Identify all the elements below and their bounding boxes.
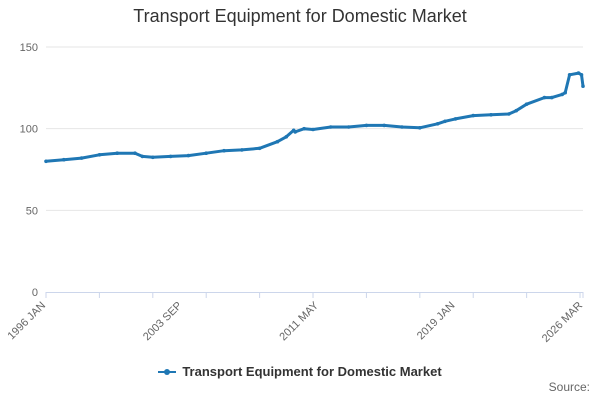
data-point <box>563 90 567 95</box>
data-point <box>275 139 280 144</box>
data-point <box>204 151 208 155</box>
y-tick-label: 50 <box>26 205 38 217</box>
data-point <box>435 122 440 126</box>
y-axis-ticks: 0 50 100 150 <box>20 42 38 299</box>
data-point <box>514 108 518 113</box>
data-point <box>567 73 572 77</box>
data-point <box>97 153 102 157</box>
data-point <box>443 119 447 124</box>
series-layer <box>44 71 585 164</box>
data-point <box>62 157 66 162</box>
data-point <box>579 73 584 77</box>
data-point <box>140 154 145 159</box>
legend-marker-icon <box>158 368 177 375</box>
x-tick-label: 2003 SEP <box>141 300 185 344</box>
legend[interactable]: Transport Equipment for Domestic Market <box>0 364 600 379</box>
data-point <box>581 84 585 88</box>
data-point <box>542 95 547 100</box>
data-point <box>151 155 155 160</box>
y-tick-label: 100 <box>20 124 38 136</box>
x-tick-label: 2019 JAN <box>415 300 458 343</box>
data-point <box>257 146 262 151</box>
data-point <box>418 126 422 130</box>
data-point <box>311 127 315 132</box>
data-point <box>302 126 306 131</box>
data-point <box>293 130 298 134</box>
data-point <box>346 125 351 129</box>
data-point <box>364 123 369 128</box>
x-tick-label: 2011 MAY <box>277 299 321 343</box>
data-point <box>524 102 529 106</box>
y-tick-label: 150 <box>20 42 38 54</box>
data-point <box>489 113 493 117</box>
data-point <box>79 156 84 160</box>
chart-title: Transport Equipment for Domestic Market <box>133 6 467 26</box>
data-point <box>329 125 333 129</box>
legend-label: Transport Equipment for Domestic Market <box>182 364 442 379</box>
series-line <box>44 71 585 163</box>
data-point <box>576 71 581 75</box>
data-point <box>44 159 48 164</box>
data-point <box>133 151 137 155</box>
x-tick-label: 2026 MAR <box>540 300 585 345</box>
y-tick-label: 0 <box>32 287 38 299</box>
source-label: Source: <box>548 380 590 394</box>
x-tick-label: 1996 JAN <box>5 300 48 343</box>
data-point <box>115 151 119 155</box>
data-point <box>550 95 554 100</box>
data-point <box>471 113 476 118</box>
data-point <box>560 92 564 97</box>
x-axis: 1996 JAN 2003 SEP 2011 MAY 2019 JAN 2026 MAR <box>5 292 585 345</box>
data-point <box>382 123 387 128</box>
data-point <box>507 112 511 116</box>
data-point <box>400 125 404 129</box>
data-point <box>240 148 244 152</box>
data-point <box>168 154 173 159</box>
data-point <box>222 148 226 153</box>
data-point <box>186 153 191 158</box>
data-point <box>284 135 289 139</box>
data-point <box>453 117 458 121</box>
